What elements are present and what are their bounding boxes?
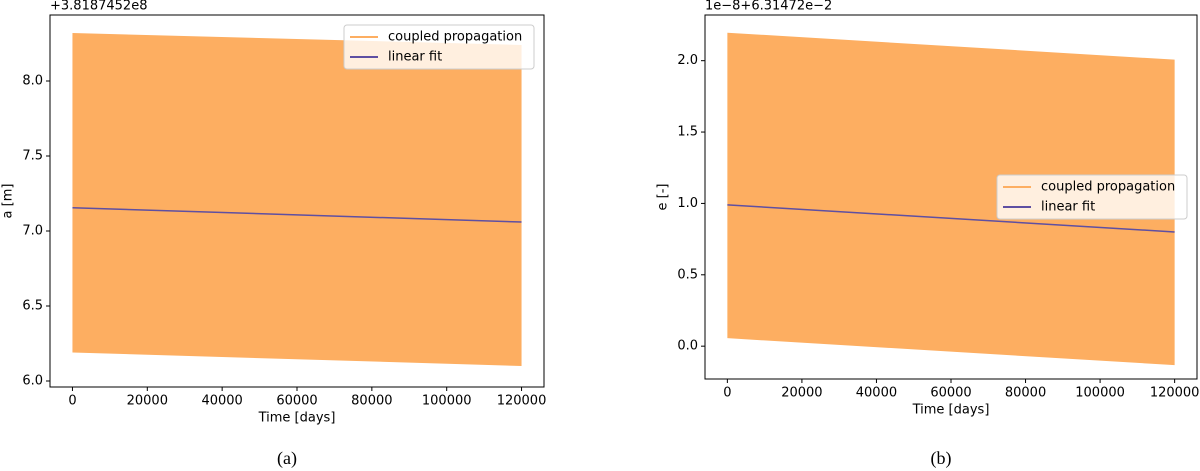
y-axis-label: e [-] xyxy=(656,184,671,211)
band xyxy=(72,33,522,366)
x-tick-label: 60000 xyxy=(930,386,971,401)
x-axis-label: Time [days] xyxy=(258,411,336,426)
x-tick-label: 40000 xyxy=(856,386,897,401)
y-tick-label: 6.0 xyxy=(22,374,43,389)
y-tick-label: 7.5 xyxy=(22,149,43,164)
legend-label: coupled propagation xyxy=(388,30,522,45)
offset-label: 1e−8+6.31472e−2 xyxy=(705,0,832,14)
y-tick-label: 0.0 xyxy=(677,339,698,354)
x-tick-label: 100000 xyxy=(422,394,472,409)
y-tick-label: 1.5 xyxy=(677,125,698,140)
band xyxy=(727,32,1175,366)
fit-line xyxy=(727,204,1175,233)
legend-label: linear fit xyxy=(388,50,442,65)
x-tick-label: 120000 xyxy=(1150,386,1200,401)
x-tick-label: 0 xyxy=(68,394,76,409)
fit-line xyxy=(72,207,522,223)
y-tick-label: 8.0 xyxy=(22,74,43,89)
y-tick-label: 7.0 xyxy=(22,224,43,239)
legend-label: coupled propagation xyxy=(1041,180,1175,195)
x-tick-label: 20000 xyxy=(781,386,822,401)
y-tick-label: 0.5 xyxy=(677,267,698,282)
x-tick-label: 80000 xyxy=(351,394,392,409)
legend-box xyxy=(996,174,1188,220)
caption: (a) xyxy=(277,448,297,469)
legend-label: linear fit xyxy=(1041,200,1095,215)
caption: (b) xyxy=(931,448,952,469)
x-tick-label: 60000 xyxy=(276,394,317,409)
x-tick-label: 100000 xyxy=(1075,386,1125,401)
y-tick-label: 6.5 xyxy=(22,299,43,314)
x-tick-label: 120000 xyxy=(497,394,547,409)
y-tick-label: 2.0 xyxy=(677,53,698,68)
y-tick-label: 1.0 xyxy=(677,196,698,211)
x-tick-label: 80000 xyxy=(1005,386,1046,401)
x-tick-label: 0 xyxy=(723,386,731,401)
x-axis-label: Time [days] xyxy=(912,403,990,418)
y-axis-label: a [m] xyxy=(1,184,16,219)
legend-box xyxy=(343,24,535,70)
offset-label: +3.8187452e8 xyxy=(50,0,147,14)
x-tick-label: 20000 xyxy=(127,394,168,409)
x-tick-label: 40000 xyxy=(201,394,242,409)
